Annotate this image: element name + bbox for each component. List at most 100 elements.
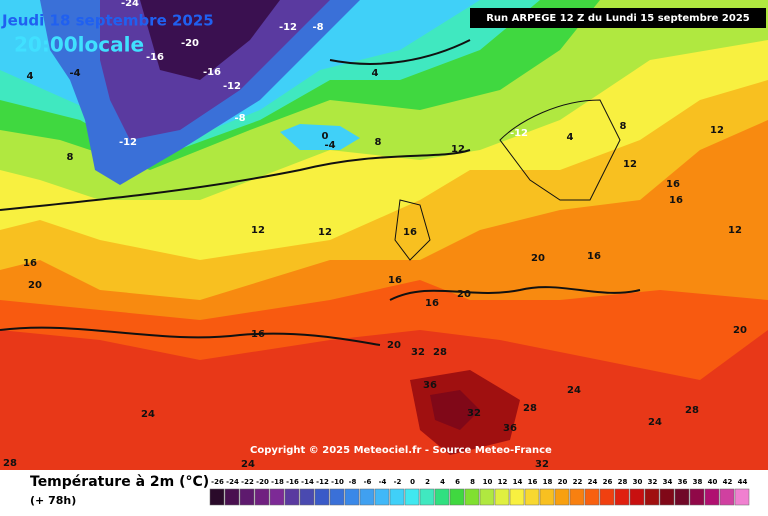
scale-swatch: [284, 488, 300, 506]
scale-swatch: [434, 488, 450, 506]
scale-swatch: [404, 488, 420, 506]
temperature-label: 32: [467, 408, 481, 419]
temperature-label: 20: [28, 280, 42, 291]
temperature-label: -4: [69, 68, 80, 79]
scale-swatch: [524, 488, 540, 506]
scale-swatch: [329, 488, 345, 506]
scale-tick-label: -8: [349, 478, 357, 486]
temperature-label: 12: [318, 227, 332, 238]
scale-swatch: [674, 488, 690, 506]
run-info: Run ARPEGE 12 Z du Lundi 15 septembre 20…: [486, 13, 750, 24]
scale-swatch: [614, 488, 630, 506]
temperature-label: 12: [728, 225, 742, 236]
temperature-label: 4: [27, 71, 34, 82]
run-box: [470, 8, 766, 28]
temperature-label: 12: [251, 225, 265, 236]
scale-swatch: [734, 488, 750, 506]
temperature-field: [0, 0, 768, 470]
temperature-label: 24: [141, 409, 155, 420]
scale-tick-label: 4: [440, 478, 445, 486]
temperature-label: 28: [3, 458, 17, 469]
temperature-label: 28: [523, 403, 537, 414]
scale-tick-label: 2: [425, 478, 430, 486]
scale-swatch: [389, 488, 405, 506]
temperature-label: 0: [322, 131, 329, 142]
scale-tick-label: 12: [498, 478, 508, 486]
scale-swatch: [629, 488, 645, 506]
temperature-label: 20: [531, 253, 545, 264]
temperature-label: -12: [119, 137, 137, 148]
temperature-label: -8: [234, 113, 245, 124]
temperature-label: 20: [387, 340, 401, 351]
temperature-label: 24: [567, 385, 581, 396]
scale-tick-label: -4: [379, 478, 387, 486]
scale-tick-label: 40: [708, 478, 718, 486]
temperature-label: -16: [146, 52, 164, 63]
scale-tick-label: 6: [455, 478, 460, 486]
scale-tick-label: -16: [286, 478, 299, 486]
temperature-label: 4: [567, 132, 574, 143]
temperature-label: 28: [685, 405, 699, 416]
temperature-label: 28: [433, 347, 447, 358]
temperature-label: 36: [503, 423, 517, 434]
scale-swatch: [704, 488, 720, 506]
scale-tick-label: 42: [723, 478, 733, 486]
scale-tick-label: -2: [394, 478, 402, 486]
temperature-label: 8: [620, 121, 627, 132]
temperature-label: 20: [457, 289, 471, 300]
temperature-label: -4: [324, 140, 335, 151]
forecast-date: Jeudi 18 septembre 2025: [1, 12, 214, 30]
scale-tick-label: -20: [256, 478, 269, 486]
scale-swatch: [224, 488, 240, 506]
scale-swatch: [539, 488, 555, 506]
temperature-label: 16: [388, 275, 402, 286]
temperature-label: 16: [23, 258, 37, 269]
scale-swatch: [314, 488, 330, 506]
scale-tick-label: 10: [483, 478, 493, 486]
scale-tick-label: 22: [573, 478, 583, 486]
temperature-label: 36: [423, 380, 437, 391]
scale-swatch: [509, 488, 525, 506]
temperature-label: 24: [241, 459, 255, 470]
copyright: Copyright © 2025 Meteociel.fr - Source M…: [250, 445, 552, 456]
scale-swatch: [584, 488, 600, 506]
temperature-label: 8: [67, 152, 74, 163]
forecast-time: 20:00locale: [14, 33, 144, 57]
scale-tick-label: -6: [364, 478, 372, 486]
scale-swatch: [449, 488, 465, 506]
scale-tick-label: 44: [738, 478, 748, 486]
color-scale: -26 -24 -22 -20 -18 -16 -14 -12 -10 -8 -6 -4 -2 0 2 4 6 8…: [209, 478, 750, 506]
scale-swatch: [254, 488, 270, 506]
scale-tick-label: 8: [470, 478, 475, 486]
scale-tick-label: 0: [410, 478, 415, 486]
scale-tick-label: 16: [528, 478, 538, 486]
scale-tick-label: -10: [331, 478, 344, 486]
temperature-label: 16: [425, 298, 439, 309]
scale-swatch: [689, 488, 705, 506]
temperature-label: 16: [587, 251, 601, 262]
temperature-label: -12: [279, 22, 297, 33]
legend-subtitle: (+ 78h): [30, 494, 76, 507]
scale-swatch: [239, 488, 255, 506]
scale-swatch: [419, 488, 435, 506]
temperature-label: 16: [669, 195, 683, 206]
scale-tick-label: -12: [316, 478, 329, 486]
temperature-label: 12: [623, 159, 637, 170]
temperature-label: -24: [121, 0, 139, 9]
scale-swatch: [554, 488, 570, 506]
scale-swatch: [659, 488, 675, 506]
temperature-label: -16: [203, 67, 221, 78]
scale-tick-label: 38: [693, 478, 703, 486]
scale-swatch: [359, 488, 375, 506]
scale-tick-label: 20: [558, 478, 568, 486]
scale-tick-label: 28: [618, 478, 628, 486]
temperature-label: 20: [733, 325, 747, 336]
temperature-label: 32: [535, 459, 549, 470]
scale-tick-label: -24: [226, 478, 239, 486]
scale-swatch: [569, 488, 585, 506]
scale-swatch: [644, 488, 660, 506]
scale-tick-label: 26: [603, 478, 613, 486]
scale-swatch: [719, 488, 735, 506]
temperature-label: -12: [223, 81, 241, 92]
